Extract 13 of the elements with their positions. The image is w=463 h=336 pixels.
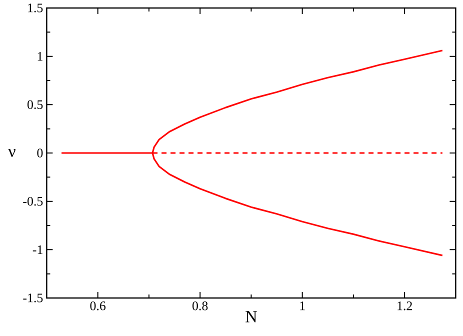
x-tick-label: 1.2 (398, 302, 412, 310)
x-tick-label: 0.8 (192, 302, 208, 310)
y-tick-label: 1 (38, 52, 42, 61)
y-axis-title: ν (8, 149, 16, 157)
y-tick-label: -0.5 (23, 196, 43, 206)
y-tick-label: -1.5 (23, 294, 43, 302)
y-tick-label: -1 (32, 245, 42, 254)
y-tick-label: 1.5 (28, 4, 43, 12)
x-tick-label: 1 (300, 302, 305, 310)
x-tick-label: 0.6 (90, 302, 106, 310)
y-tick-label: 0 (37, 148, 43, 158)
y-tick-label: 0.5 (27, 100, 43, 110)
x-axis-title: N (246, 311, 257, 322)
